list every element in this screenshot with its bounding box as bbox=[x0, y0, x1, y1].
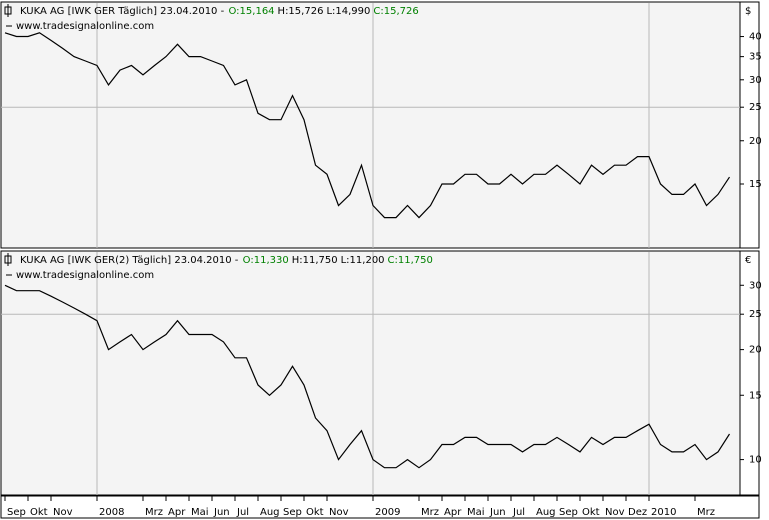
panel-background bbox=[0, 250, 741, 496]
y-tick-label: 15 bbox=[749, 179, 762, 190]
currency: € bbox=[745, 255, 751, 266]
ohlc-value: H:15,726 bbox=[278, 6, 324, 17]
ohlc-value: L:14,990 bbox=[326, 6, 370, 17]
price-line bbox=[4, 32, 730, 219]
y-tick-label: 30 bbox=[749, 280, 762, 291]
x-tick-label: Mrz bbox=[145, 507, 163, 518]
chart-header: KUKA AG [IWK GER Täglich] 23.04.2010 - O:… bbox=[20, 6, 419, 17]
x-tick-label: Mai bbox=[467, 507, 485, 518]
chart-title: KUKA AG [IWK GER Täglich] 23.04.2010 - bbox=[20, 6, 225, 17]
x-tick-label: Mai bbox=[191, 507, 209, 518]
currency: $ bbox=[745, 6, 751, 17]
x-tick-label: Sep bbox=[7, 507, 26, 518]
x-tick-label: Sep bbox=[559, 507, 578, 518]
x-tick-label: 2009 bbox=[375, 507, 400, 518]
x-tick-label: 2010 bbox=[651, 507, 676, 518]
y-tick-label: 30 bbox=[749, 75, 762, 86]
ohlc-value: C:15,726 bbox=[373, 6, 418, 17]
ohlc-value: L:11,200 bbox=[341, 255, 385, 266]
x-tick-label: Nov bbox=[53, 507, 73, 518]
y-tick-label: 25 bbox=[749, 102, 762, 113]
ohlc-value: C:11,750 bbox=[388, 255, 433, 266]
x-tick-label: Dez bbox=[628, 507, 647, 518]
x-tick-label: Okt bbox=[582, 507, 600, 518]
x-tick-label: Okt bbox=[306, 507, 324, 518]
x-tick-label: Jul bbox=[236, 507, 249, 518]
x-tick-label: Aug bbox=[536, 507, 556, 518]
x-tick-label: Aug bbox=[260, 507, 280, 518]
axis-background bbox=[739, 1, 760, 249]
x-tick-label: Jul bbox=[512, 507, 525, 518]
x-tick-label: Okt bbox=[30, 507, 48, 518]
panel-background bbox=[0, 1, 741, 249]
x-tick-label: Mrz bbox=[697, 507, 715, 518]
ohlc-value: O:15,164 bbox=[228, 6, 274, 17]
x-tick-label: Nov bbox=[329, 507, 349, 518]
y-tick-label: 40 bbox=[749, 32, 762, 43]
x-axis-background bbox=[0, 495, 760, 519]
x-tick-label: Apr bbox=[168, 507, 186, 518]
chart-header: KUKA AG [IWK GER(2) Täglich] 23.04.2010 … bbox=[20, 255, 433, 266]
subtitle: www.tradesignalonline.com bbox=[16, 21, 154, 32]
ohlc-value: O:11,330 bbox=[243, 255, 289, 266]
x-tick-label: Nov bbox=[605, 507, 625, 518]
x-tick-label: Jun bbox=[213, 507, 230, 518]
price-line bbox=[4, 284, 731, 469]
x-tick-label: Jun bbox=[489, 507, 506, 518]
y-tick-label: 35 bbox=[749, 52, 762, 63]
x-tick-label: Apr bbox=[444, 507, 462, 518]
y-tick-label: 25 bbox=[749, 309, 762, 320]
y-tick-label: 20 bbox=[749, 345, 762, 356]
x-tick-label: 2008 bbox=[99, 507, 124, 518]
ohlc-value: H:11,750 bbox=[292, 255, 338, 266]
y-tick-label: 10 bbox=[749, 455, 762, 466]
y-tick-label: 15 bbox=[749, 390, 762, 401]
x-tick-label: Sep bbox=[283, 507, 302, 518]
y-tick-label: 20 bbox=[749, 136, 762, 147]
subtitle: www.tradesignalonline.com bbox=[16, 270, 154, 281]
axis-background bbox=[739, 250, 760, 496]
x-tick-label: Mrz bbox=[421, 507, 439, 518]
chart-title: KUKA AG [IWK GER(2) Täglich] 23.04.2010 … bbox=[20, 255, 239, 266]
